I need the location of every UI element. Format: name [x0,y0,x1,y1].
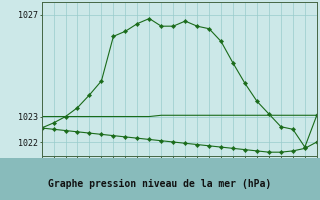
Text: Graphe pression niveau de la mer (hPa): Graphe pression niveau de la mer (hPa) [48,179,272,189]
